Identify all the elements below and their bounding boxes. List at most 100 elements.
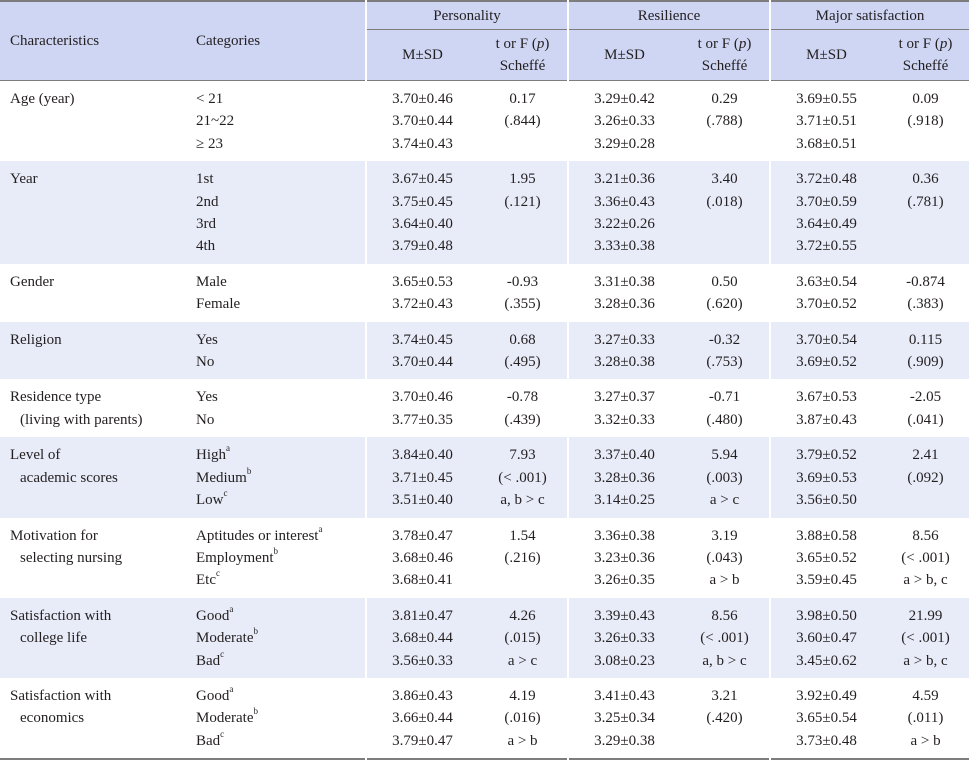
category-cell: < 21 21~22 ≥ 23 — [186, 80, 366, 162]
resilience-msd-value: 3.41±0.43 — [594, 687, 655, 704]
resilience-test-value: (< .001) — [700, 630, 749, 647]
characteristic-cell: Level of academic scores — [0, 437, 186, 518]
major-satisfaction-test-value: a > b — [910, 732, 941, 749]
personality-msd-cell: 3.81±0.47 3.68±0.44 3.56±0.33 — [365, 597, 478, 678]
resilience-test-value: 8.56 — [711, 607, 738, 624]
major-satisfaction-msd-value: 3.92±0.49 — [796, 687, 857, 704]
category-cell: 1st 2nd 3rd 4th — [186, 161, 366, 264]
major-satisfaction-msd-cell: 3.88±0.58 3.65±0.52 3.59±0.45 — [769, 517, 883, 598]
personality-msd-value: 3.75±0.45 — [392, 193, 453, 210]
category-superscript: b — [253, 626, 258, 637]
resilience-msd-value: 3.29±0.28 — [594, 135, 655, 152]
major-satisfaction-test-cell: 21.99 (< .001) a > b, c — [882, 597, 969, 678]
resilience-msd-value: 3.27±0.37 — [594, 389, 655, 406]
personality-test-value: 0.17 — [509, 91, 536, 107]
resilience-test-cell: 0.50 (.620) — [680, 263, 771, 322]
major-satisfaction-msd-cell: 3.70±0.54 3.69±0.52 — [769, 321, 883, 380]
category-cell: Aptitudes or interesta Employmentb Etcc — [186, 517, 366, 598]
personality-test-value: (.015) — [504, 630, 541, 647]
header-test-line2: Scheffé — [499, 58, 546, 74]
personality-msd-value: 3.66±0.44 — [392, 710, 453, 727]
category-item: ≥ 23 — [196, 133, 365, 155]
resilience-msd-value: 3.32±0.33 — [594, 411, 655, 428]
table-row: Level of academic scores Higha Mediumb Lowc 3… — [0, 437, 969, 518]
header-msd-major-satisfaction: M±SD — [769, 29, 883, 81]
resilience-test-value: (.018) — [706, 193, 743, 210]
header-group-major-satisfaction: Major satisfaction — [769, 1, 969, 30]
category-item: 3rd — [196, 213, 365, 235]
personality-test-value: (.121) — [504, 193, 541, 210]
major-satisfaction-msd-value: 3.98±0.50 — [796, 607, 857, 624]
major-satisfaction-test-value: (.918) — [907, 113, 944, 130]
table-row: Satisfaction with college life Gooda Modera… — [0, 597, 969, 678]
personality-msd-value: 3.70±0.44 — [392, 113, 453, 130]
major-satisfaction-test-value: (.011) — [907, 710, 944, 727]
header-test-prefix: t or F ( — [697, 36, 739, 52]
major-satisfaction-test-cell: 2.41 (.092) — [882, 437, 969, 518]
resilience-msd-cell: 3.27±0.33 3.28±0.38 — [567, 321, 680, 380]
major-satisfaction-msd-value: 3.70±0.52 — [796, 296, 857, 313]
major-satisfaction-test-value: a > b, c — [903, 572, 948, 589]
major-satisfaction-msd-cell: 3.67±0.53 3.87±0.43 — [769, 379, 883, 438]
category-item: Aptitudes or interesta — [196, 524, 365, 547]
resilience-test-cell: 3.19 (.043) a > b — [680, 517, 771, 598]
characteristic-cell: Religion — [0, 321, 186, 380]
personality-test-cell: 0.68 (.495) — [478, 321, 568, 380]
category-item: Female — [196, 293, 365, 315]
major-satisfaction-msd-value: 3.56±0.50 — [796, 492, 857, 509]
major-satisfaction-test-cell: 4.59 (.011) a > b — [882, 677, 969, 760]
category-item: 1st — [196, 168, 365, 190]
resilience-msd-value: 3.29±0.42 — [594, 91, 655, 107]
category-label: 1st — [196, 171, 214, 188]
header-test-prefix: t or F ( — [495, 36, 537, 52]
category-superscript: c — [216, 568, 220, 579]
personality-test-value: (.355) — [504, 296, 541, 313]
major-satisfaction-msd-value: 3.70±0.59 — [796, 193, 857, 210]
resilience-test-value: a > c — [709, 492, 740, 509]
category-label: ≥ 23 — [196, 135, 223, 152]
personality-test-cell: 4.26 (.015) a > c — [478, 597, 568, 678]
characteristic-cell: Residence type (living with parents) — [0, 379, 186, 438]
category-label: 3rd — [196, 216, 216, 233]
category-cell: Yes No — [186, 321, 366, 380]
resilience-msd-cell: 3.37±0.40 3.28±0.36 3.14±0.25 — [567, 437, 680, 518]
header-categories: Categories — [186, 1, 366, 81]
resilience-test-value: 0.50 — [711, 273, 738, 290]
category-superscript: b — [246, 465, 252, 476]
personality-msd-cell: 3.67±0.45 3.75±0.45 3.64±0.40 3.79±0.48 — [365, 161, 478, 264]
table-header: Characteristics Categories Personality R… — [0, 1, 969, 81]
personality-test-cell: 4.19 (.016) a > b — [478, 677, 568, 760]
resilience-msd-value: 3.37±0.40 — [594, 447, 655, 464]
characteristic-cell: Year — [0, 161, 186, 264]
header-test-suffix: ) — [746, 36, 752, 52]
header-test-line1: t or F (p) — [680, 33, 769, 55]
category-item: Yes — [196, 329, 365, 351]
header-group-resilience: Resilience — [566, 1, 771, 30]
characteristic-cell: Satisfaction with economics — [0, 677, 186, 760]
resilience-msd-value: 3.26±0.35 — [594, 572, 655, 589]
major-satisfaction-msd-cell: 3.79±0.52 3.69±0.53 3.56±0.50 — [769, 437, 883, 518]
resilience-test-value: a, b > c — [702, 652, 747, 669]
characteristic-label: Satisfaction with — [10, 607, 112, 624]
characteristic-cell: Satisfaction with college life — [0, 597, 186, 678]
major-satisfaction-test-value: -0.874 — [906, 273, 945, 290]
resilience-test-value: (.043) — [706, 549, 743, 566]
characteristic-cell: Age (year) — [0, 80, 186, 162]
category-superscript: c — [220, 728, 225, 739]
major-satisfaction-msd-value: 3.69±0.55 — [796, 91, 857, 107]
category-label: Moderate — [196, 630, 254, 647]
personality-test-value: (.216) — [504, 549, 541, 566]
major-satisfaction-test-value: (< .001) — [901, 549, 950, 566]
major-satisfaction-msd-value: 3.87±0.43 — [796, 411, 857, 428]
characteristic-label: Motivation for — [10, 527, 98, 544]
category-cell: Gooda Moderateb Badc — [186, 597, 366, 678]
personality-test-value: -0.93 — [506, 273, 539, 290]
category-item: Etcc — [196, 569, 365, 591]
category-item: 4th — [196, 235, 365, 257]
major-satisfaction-test-value: 4.59 — [912, 687, 939, 704]
category-item: Employmentb — [196, 546, 365, 569]
major-satisfaction-test-value: (.909) — [907, 354, 944, 371]
characteristic-label: Religion — [10, 331, 62, 348]
personality-test-cell: 1.95 (.121) — [478, 161, 568, 264]
